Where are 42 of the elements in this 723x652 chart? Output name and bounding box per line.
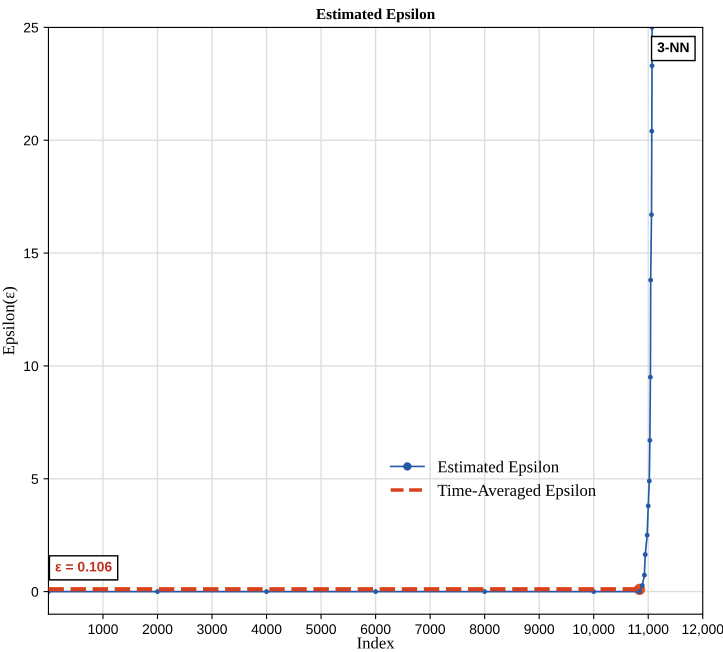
legend-label: Estimated Epsilon bbox=[438, 460, 559, 476]
x-tick-label: 2000 bbox=[142, 624, 172, 634]
point bbox=[644, 532, 650, 538]
y-tick-label: 0 bbox=[32, 586, 38, 597]
x-tick-label: 9000 bbox=[524, 624, 554, 634]
x-tick-label: 12,000 bbox=[682, 624, 723, 636]
y-tick-label: 15 bbox=[24, 248, 38, 258]
x-tick-label: 3000 bbox=[197, 624, 227, 634]
y-tick-label: 20 bbox=[24, 136, 38, 146]
point bbox=[650, 63, 654, 68]
line-series bbox=[48, 27, 654, 594]
point bbox=[640, 583, 645, 588]
x-tick-label: 10,000 bbox=[574, 624, 614, 636]
point bbox=[646, 503, 651, 508]
legend-label: Time-Averaged Epsilon bbox=[438, 484, 596, 500]
annotation: 3-NN bbox=[657, 42, 689, 52]
x-axis-title: Index bbox=[357, 636, 394, 649]
point bbox=[646, 478, 652, 484]
x-tick-label: 5000 bbox=[306, 624, 336, 634]
point bbox=[647, 438, 652, 443]
chart-title: Estimated Epsilon bbox=[316, 8, 436, 22]
y-tick-label: 10 bbox=[24, 361, 38, 372]
point bbox=[649, 212, 654, 218]
x-tick-label: 6000 bbox=[360, 624, 391, 634]
x-tick-label: 1000 bbox=[88, 624, 118, 634]
point bbox=[155, 589, 160, 594]
point bbox=[648, 374, 653, 380]
y-tick-label: 5 bbox=[32, 474, 38, 484]
point bbox=[373, 589, 378, 594]
point bbox=[642, 572, 647, 578]
point bbox=[642, 552, 648, 558]
point bbox=[648, 278, 654, 283]
point bbox=[264, 589, 269, 594]
x-tick-label: 7000 bbox=[415, 624, 446, 634]
x-tick-label: 11,000 bbox=[628, 624, 668, 636]
y-tick-label: 25 bbox=[24, 22, 38, 33]
point bbox=[649, 128, 654, 134]
y-axis-title: Epsilon(ε) bbox=[2, 287, 18, 355]
x-tick-label: 4000 bbox=[251, 624, 282, 634]
annotation: ε = 0.106 bbox=[56, 562, 112, 572]
point bbox=[482, 589, 488, 594]
x-tick-label: 8000 bbox=[470, 624, 500, 634]
